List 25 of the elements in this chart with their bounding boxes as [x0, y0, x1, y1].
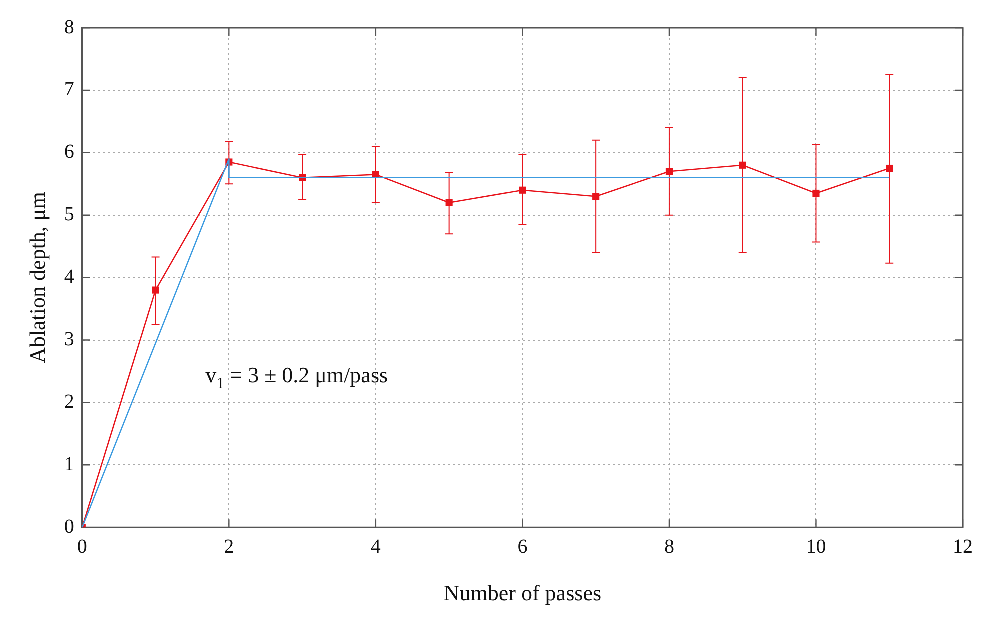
y-tick-label: 8	[64, 16, 74, 38]
x-tick-label: 8	[664, 536, 674, 558]
point	[152, 286, 160, 294]
y-tick-label: 1	[64, 453, 74, 476]
x-tick-label: 10	[806, 536, 826, 558]
y-tick-label: 4	[64, 266, 74, 288]
x-axis-title: Number of passes	[444, 580, 602, 606]
y-tick-label: 7	[64, 78, 74, 101]
point	[592, 193, 600, 200]
x-tick-label: 4	[370, 536, 381, 558]
y-tick-label: 5	[64, 204, 74, 226]
point	[739, 162, 746, 169]
x-tick-label: 2	[224, 536, 234, 558]
point	[666, 168, 673, 176]
point	[886, 164, 894, 172]
y-tick-label: 2	[64, 390, 74, 413]
y-tick-label: 3	[64, 328, 74, 350]
x-tick-label: 12	[953, 536, 973, 558]
point	[446, 199, 453, 206]
point	[519, 186, 526, 194]
y-axis-title: Ablation depth, μm	[24, 192, 50, 364]
x-tick-label: 6	[518, 536, 528, 558]
y-tick-label: 6	[64, 141, 74, 164]
point	[812, 190, 820, 198]
y-tick-label: 0	[64, 516, 74, 538]
